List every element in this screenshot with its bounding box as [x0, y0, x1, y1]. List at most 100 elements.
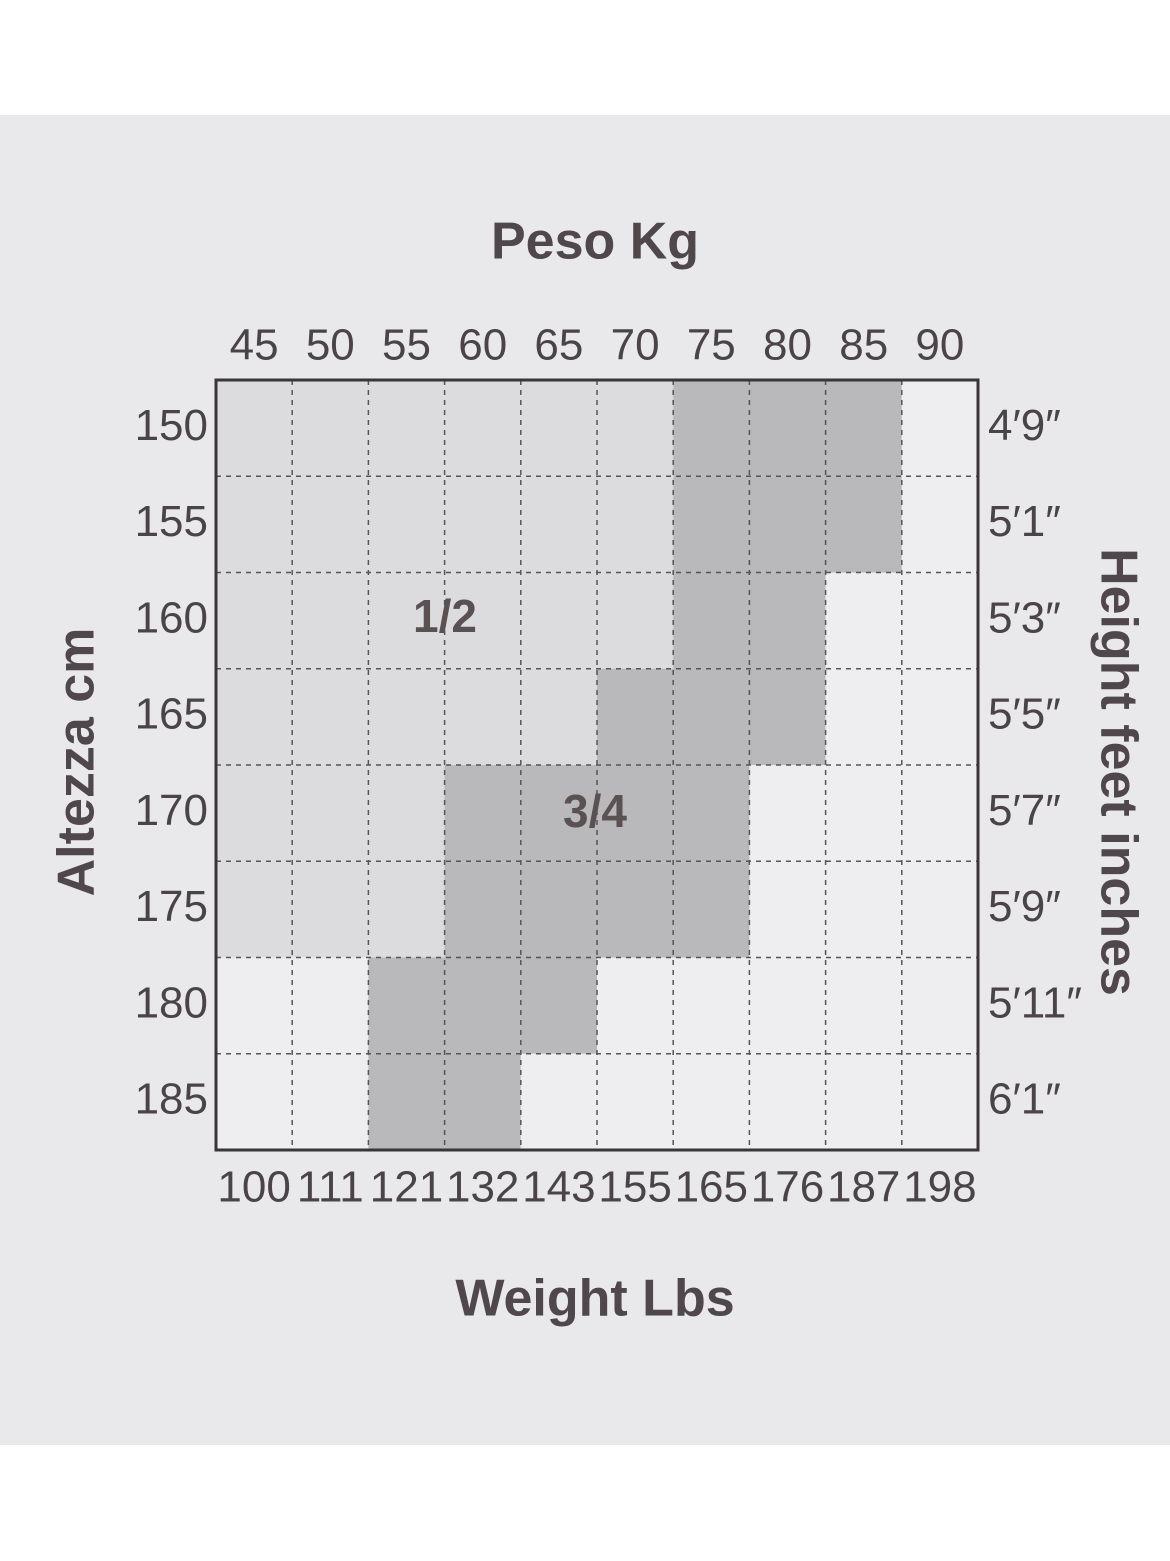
right-title: Height feet inches	[1089, 548, 1147, 996]
top-title: Peso Kg	[491, 213, 699, 271]
lbs-label: 111	[297, 1163, 364, 1212]
bottom-title: Weight Lbs	[455, 1270, 734, 1328]
cell	[597, 1053, 674, 1150]
left-title: Altezza cm	[48, 628, 106, 897]
cell	[292, 572, 369, 669]
feet-label: 5′1″	[988, 497, 1061, 546]
cell	[901, 765, 978, 862]
cell	[520, 668, 597, 765]
kg-label: 55	[382, 321, 431, 370]
cell	[825, 957, 902, 1054]
cell	[597, 765, 674, 862]
cell	[825, 765, 902, 862]
cell	[825, 1053, 902, 1150]
cell	[368, 572, 445, 669]
cell	[216, 572, 293, 669]
cell	[825, 572, 902, 669]
cell	[825, 861, 902, 958]
cell	[597, 668, 674, 765]
kg-label: 75	[687, 321, 736, 370]
feet-label: 5′11″	[988, 978, 1082, 1027]
cell	[520, 572, 597, 669]
lbs-label: 187	[827, 1163, 900, 1212]
cell	[444, 861, 521, 958]
lbs-label: 165	[675, 1163, 748, 1212]
cell	[520, 476, 597, 573]
cm-label: 180	[135, 978, 208, 1027]
cell	[444, 572, 521, 669]
lbs-label: 143	[522, 1163, 595, 1212]
cell	[901, 572, 978, 669]
cell	[444, 765, 521, 862]
feet-label: 5′3″	[988, 593, 1061, 642]
cm-label: 150	[135, 401, 208, 450]
kg-label: 45	[230, 321, 279, 370]
cell	[749, 668, 826, 765]
cell	[216, 1053, 293, 1150]
cm-label: 185	[135, 1075, 208, 1124]
cell	[368, 957, 445, 1054]
cell	[368, 380, 445, 477]
cell	[597, 572, 674, 669]
cell	[520, 1053, 597, 1150]
feet-label: 6′1″	[988, 1075, 1061, 1124]
cell	[444, 957, 521, 1054]
cell	[216, 861, 293, 958]
cell	[597, 380, 674, 477]
kg-label: 65	[534, 321, 583, 370]
cell	[597, 957, 674, 1054]
cell	[673, 380, 750, 477]
cell	[901, 380, 978, 477]
cell	[292, 1053, 369, 1150]
cell	[444, 380, 521, 477]
cell	[825, 380, 902, 477]
kg-label: 70	[611, 321, 660, 370]
cell	[597, 861, 674, 958]
kg-label: 90	[915, 321, 964, 370]
cm-label: 160	[135, 593, 208, 642]
feet-label: 5′9″	[988, 882, 1061, 931]
lbs-label: 100	[217, 1163, 290, 1212]
feet-label: 5′5″	[988, 690, 1061, 739]
cell	[292, 476, 369, 573]
cell	[444, 476, 521, 573]
cell	[368, 1053, 445, 1150]
cm-label: 165	[135, 690, 208, 739]
cell	[368, 668, 445, 765]
cell	[901, 476, 978, 573]
cell	[673, 1053, 750, 1150]
cell	[673, 476, 750, 573]
cell	[292, 765, 369, 862]
lbs-label: 176	[751, 1163, 824, 1212]
cell	[216, 476, 293, 573]
kg-label: 60	[458, 321, 507, 370]
cell	[597, 476, 674, 573]
cell	[749, 380, 826, 477]
feet-label: 4′9″	[988, 401, 1061, 450]
cell	[444, 668, 521, 765]
cm-label: 155	[135, 497, 208, 546]
cell	[292, 861, 369, 958]
cell	[368, 765, 445, 862]
kg-label: 80	[763, 321, 812, 370]
cell	[368, 476, 445, 573]
cell	[216, 957, 293, 1054]
cell	[749, 861, 826, 958]
cm-label: 175	[135, 882, 208, 931]
lbs-label: 132	[446, 1163, 519, 1212]
cell	[673, 668, 750, 765]
cell	[520, 380, 597, 477]
region-label: 1/2	[413, 590, 477, 642]
kg-label: 50	[306, 321, 355, 370]
feet-label: 5′7″	[988, 786, 1061, 835]
cell	[216, 765, 293, 862]
cell	[901, 861, 978, 958]
lbs-label: 155	[598, 1163, 671, 1212]
cell	[673, 765, 750, 862]
cell	[901, 957, 978, 1054]
cell	[444, 1053, 521, 1150]
cell	[901, 1053, 978, 1150]
kg-label: 85	[839, 321, 888, 370]
